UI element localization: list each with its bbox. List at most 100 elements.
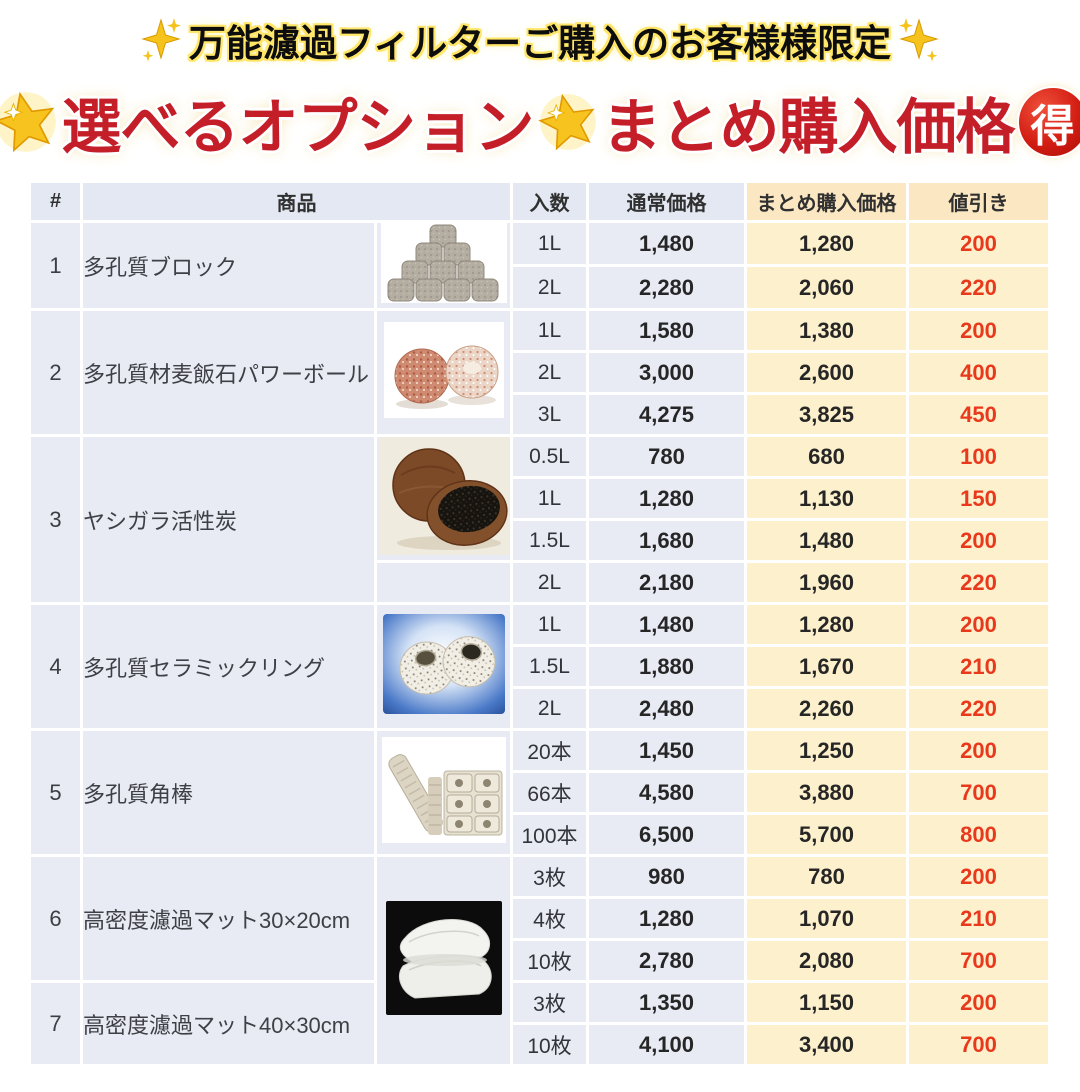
regular-price: 1,350 xyxy=(588,982,746,1024)
product-name: 多孔質角棒 xyxy=(82,730,376,856)
bundle-price: 1,250 xyxy=(746,730,908,772)
discount-value: 150 xyxy=(908,478,1050,520)
bundle-price: 1,670 xyxy=(746,646,908,688)
bundle-price: 1,150 xyxy=(746,982,908,1024)
bundle-price: 2,080 xyxy=(746,940,908,982)
variant-qty: 2L xyxy=(512,688,588,730)
table-row: 7 高密度濾過マット40×30cm 3枚 1,350 1,150 200 xyxy=(30,982,1050,1024)
variant-qty: 1L xyxy=(512,604,588,646)
bundle-price: 2,600 xyxy=(746,352,908,394)
bundle-price: 3,880 xyxy=(746,772,908,814)
header-product: 商品 xyxy=(82,182,512,222)
regular-price: 4,275 xyxy=(588,394,746,436)
variant-qty: 1.5L xyxy=(512,520,588,562)
variant-qty: 10枚 xyxy=(512,1024,588,1066)
maifan-stone-power-balls-photo xyxy=(376,310,512,436)
header-bundle-price: まとめ購入価格 xyxy=(746,182,908,222)
variant-qty: 2L xyxy=(512,266,588,310)
regular-price: 1,280 xyxy=(588,898,746,940)
variant-qty: 20本 xyxy=(512,730,588,772)
discount-value: 200 xyxy=(908,520,1050,562)
table-row: 4 多孔質セラミックリング xyxy=(30,604,1050,646)
discount-value: 100 xyxy=(908,436,1050,478)
variant-qty: 100本 xyxy=(512,814,588,856)
discount-value: 400 xyxy=(908,352,1050,394)
variant-qty: 2L xyxy=(512,352,588,394)
variant-qty: 3枚 xyxy=(512,856,588,898)
variant-qty: 3枚 xyxy=(512,982,588,1024)
bundle-price: 780 xyxy=(746,856,908,898)
product-name: 多孔質材麦飯石パワーボール xyxy=(82,310,376,436)
discount-value: 800 xyxy=(908,814,1050,856)
regular-price: 4,100 xyxy=(588,1024,746,1066)
discount-value: 200 xyxy=(908,982,1050,1024)
bundle-price: 1,130 xyxy=(746,478,908,520)
main-title: 選べるオプション まとめ購入価格 得 xyxy=(0,74,1080,170)
variant-qty: 66本 xyxy=(512,772,588,814)
regular-price: 4,580 xyxy=(588,772,746,814)
top-banner: 万能濾過フィルターご購入のお客様様限定 xyxy=(0,12,1080,68)
discount-value: 200 xyxy=(908,730,1050,772)
regular-price: 1,480 xyxy=(588,222,746,266)
product-name: 高密度濾過マット40×30cm xyxy=(82,982,376,1066)
discount-value: 700 xyxy=(908,772,1050,814)
discount-value: 220 xyxy=(908,688,1050,730)
discount-value: 700 xyxy=(908,1024,1050,1066)
variant-qty: 3L xyxy=(512,394,588,436)
variant-qty: 1L xyxy=(512,310,588,352)
regular-price: 1,880 xyxy=(588,646,746,688)
header-discount: 値引き xyxy=(908,182,1050,222)
regular-price: 1,580 xyxy=(588,310,746,352)
regular-price: 2,280 xyxy=(588,266,746,310)
product-name: 多孔質ブロック xyxy=(82,222,376,310)
table-header-row: # 商品 入数 通常価格 まとめ購入価格 値引き xyxy=(30,182,1050,222)
product-num: 7 xyxy=(30,982,82,1066)
discount-value: 220 xyxy=(908,562,1050,604)
variant-qty: 4枚 xyxy=(512,898,588,940)
bundle-price: 1,280 xyxy=(746,604,908,646)
sparkles-icon xyxy=(899,16,939,64)
discount-value: 210 xyxy=(908,646,1050,688)
product-num: 5 xyxy=(30,730,82,856)
empty-image-cell xyxy=(376,562,512,604)
bargain-toku-badge: 得 xyxy=(1019,88,1080,156)
variant-qty: 1.5L xyxy=(512,646,588,688)
product-num: 4 xyxy=(30,604,82,730)
regular-price: 780 xyxy=(588,436,746,478)
filter-mat-photo xyxy=(376,856,512,1066)
variant-qty: 2L xyxy=(512,562,588,604)
variant-qty: 0.5L xyxy=(512,436,588,478)
title-part1: 選べるオプション xyxy=(62,79,534,166)
bundle-price: 2,260 xyxy=(746,688,908,730)
discount-value: 200 xyxy=(908,222,1050,266)
product-num: 6 xyxy=(30,856,82,982)
header-qty: 入数 xyxy=(512,182,588,222)
porous-block-pyramid-photo xyxy=(376,222,512,310)
regular-price: 1,450 xyxy=(588,730,746,772)
discount-value: 700 xyxy=(908,940,1050,982)
product-name: ヤシガラ活性炭 xyxy=(82,436,376,604)
bundle-price: 3,825 xyxy=(746,394,908,436)
discount-value: 200 xyxy=(908,310,1050,352)
regular-price: 3,000 xyxy=(588,352,746,394)
product-num: 2 xyxy=(30,310,82,436)
regular-price: 6,500 xyxy=(588,814,746,856)
product-name: 高密度濾過マット30×20cm xyxy=(82,856,376,982)
bundle-price: 3,400 xyxy=(746,1024,908,1066)
discount-value: 450 xyxy=(908,394,1050,436)
table-row: 3 ヤシガラ活性炭 0.5L 780 680 100 xyxy=(30,436,1050,478)
variant-qty: 1L xyxy=(512,478,588,520)
coconut-activated-carbon-photo xyxy=(376,436,512,562)
bundle-price: 5,700 xyxy=(746,814,908,856)
discount-value: 210 xyxy=(908,898,1050,940)
glowing-star-icon xyxy=(538,92,598,152)
porous-square-rods-photo xyxy=(376,730,512,856)
regular-price: 2,780 xyxy=(588,940,746,982)
product-name: 多孔質セラミックリング xyxy=(82,604,376,730)
header-regular-price: 通常価格 xyxy=(588,182,746,222)
discount-value: 220 xyxy=(908,266,1050,310)
ceramic-rings-photo xyxy=(376,604,512,730)
bundle-price: 1,380 xyxy=(746,310,908,352)
price-table: # 商品 入数 通常価格 まとめ購入価格 値引き 1 多孔質ブロック xyxy=(28,180,1051,1067)
bundle-price: 680 xyxy=(746,436,908,478)
